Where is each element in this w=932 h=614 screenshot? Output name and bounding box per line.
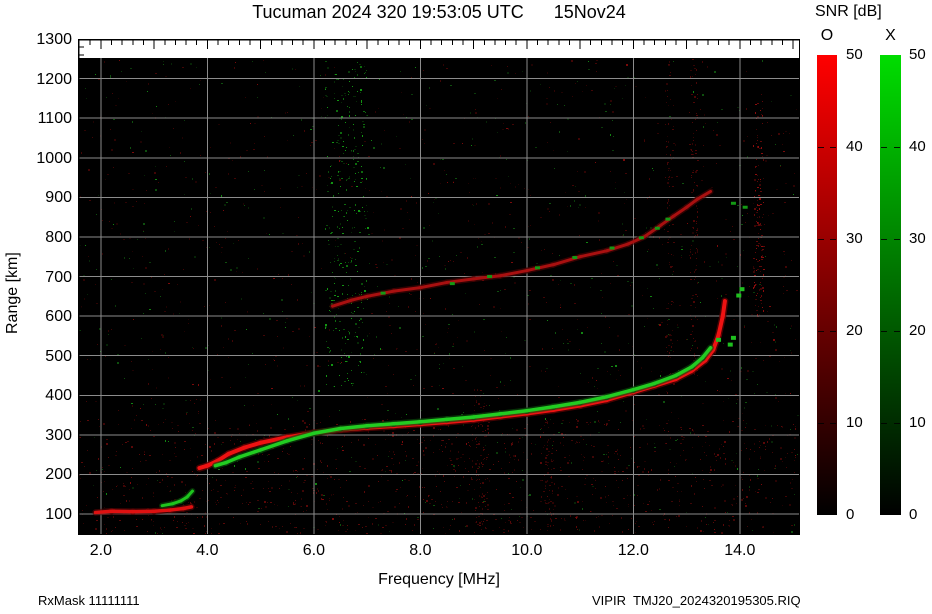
x-colorbar-tick-label: 20 [909,322,926,339]
x-tick-label: 4.0 [196,542,219,559]
x-colorbar-tick-label: 10 [909,414,926,431]
colorbar-tick-dash [894,239,900,240]
y-tick-label: 1100 [37,110,72,128]
colorbar-tick-dash [881,331,887,332]
rxmask-text: RxMask 11111111 [38,593,140,608]
y-tick-label: 300 [45,426,72,444]
y-axis-title: Range [km] [4,252,21,334]
o-mode-label: O [820,27,834,44]
y-tick-label: 700 [45,268,72,286]
x-colorbar-tick-label: 40 [909,138,926,155]
trace-e-region-x-trace [159,488,196,509]
colorbar-tick-dash [881,423,887,424]
colorbar-tick-dash [894,423,900,424]
x-tick-label: 8.0 [409,542,432,559]
y-tick-label: 900 [45,189,72,207]
y-tick-label: 400 [45,387,72,405]
y-tick-label: 200 [45,466,72,484]
trace-f-region-x-trace-spread [716,287,745,347]
colorbar-tick-dash [894,147,900,148]
legend-title: SNR [dB] [815,3,882,20]
o-colorbar-tick-label: 40 [846,138,863,155]
x-tick-label: 10.0 [511,542,543,559]
y-tick-label: 1200 [36,70,72,88]
colorbar-tick-dash [881,147,887,148]
trace-e-region-o-trace [92,503,195,516]
colorbar-tick-dash [830,423,836,424]
colorbar-tick-dash [830,239,836,240]
o-colorbar-tick-label: 30 [846,230,863,247]
y-tick-label: 1000 [36,149,72,167]
trace-f-region-x-trace [212,344,714,469]
filename-text: VIPIR TMJ20_2024320195305.RIQ [592,593,801,608]
ionogram-plot [77,38,802,537]
x-axis-title: Frequency [MHz] [378,571,500,588]
plot-area [77,38,802,537]
y-tick-label: 800 [45,228,72,246]
colorbar-tick-dash [830,147,836,148]
x-colorbar-tick-label: 0 [909,506,918,523]
x-tick-label: 2.0 [89,542,113,559]
x-mode-label: X [885,27,896,44]
colorbar-tick-dash [818,147,824,148]
o-mode-colorbar [817,55,837,515]
o-colorbar-tick-label: 50 [846,46,863,63]
x-mode-colorbar [880,55,901,515]
colorbar-tick-dash [818,423,824,424]
trace-second-hop-o-trace [329,188,714,310]
colorbar-tick-dash [894,331,900,332]
colorbar-tick-dash [818,239,824,240]
colorbar-tick-dash [818,331,824,332]
colorbar-tick-dash [830,331,836,332]
trace-second-hop-x-trace [380,201,748,295]
x-tick-label: 6.0 [302,542,325,559]
colorbar-tick-dash [881,239,887,240]
y-tick-label: 1300 [36,31,72,48]
y-tick-label: 100 [45,506,72,524]
plot-title: Tucuman 2024 320 19:53:05 UTC 15Nov24 [252,2,626,22]
o-colorbar-tick-label: 20 [846,322,863,339]
plot-border [77,38,801,536]
y-tick-label: 500 [45,347,72,365]
x-colorbar-tick-label: 50 [909,46,926,63]
x-tick-label: 12.0 [617,542,649,559]
plot-background [78,58,800,536]
o-colorbar-tick-label: 10 [846,414,863,431]
y-tick-label: 600 [45,308,72,326]
x-colorbar-tick-label: 30 [909,230,926,247]
x-tick-label: 14.0 [724,542,756,559]
o-colorbar-tick-label: 0 [846,506,855,523]
